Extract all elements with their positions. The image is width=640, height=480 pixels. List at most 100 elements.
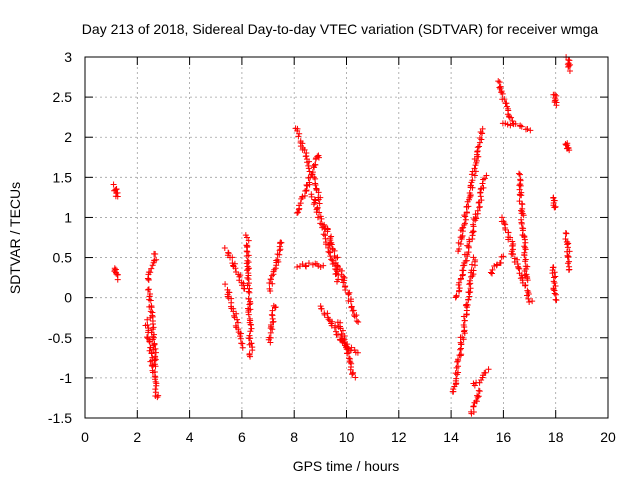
data-point-marker [246, 289, 253, 296]
data-point-marker [466, 238, 473, 245]
series-pass-5b [294, 152, 322, 216]
data-point-marker [266, 280, 273, 287]
data-point-marker [309, 169, 316, 176]
series-pass-5d [308, 191, 342, 285]
data-point-marker [266, 285, 273, 292]
data-point-marker [468, 267, 475, 274]
data-point-marker [566, 258, 573, 265]
data-point-marker [244, 248, 251, 255]
data-point-marker [240, 280, 247, 287]
data-point-marker [245, 311, 252, 318]
data-point-marker [525, 295, 532, 302]
data-point-marker [328, 233, 335, 240]
data-point-marker [316, 200, 323, 207]
data-point-marker [500, 253, 507, 260]
data-point-marker [305, 162, 312, 169]
data-point-marker [146, 293, 153, 300]
data-point-marker [507, 234, 514, 241]
data-point-marker [304, 159, 311, 166]
data-point-marker [471, 165, 478, 172]
data-point-marker [476, 203, 483, 210]
data-point-marker [474, 144, 481, 151]
data-point-marker [552, 203, 559, 210]
data-point-marker [153, 256, 160, 263]
data-point-marker [114, 276, 121, 283]
data-point-marker [502, 224, 509, 231]
data-point-marker [112, 186, 119, 193]
data-point-marker [233, 316, 240, 323]
data-point-marker [154, 394, 161, 401]
data-point-marker [324, 228, 331, 235]
data-point-marker [268, 311, 275, 318]
data-point-marker [471, 382, 478, 389]
data-point-marker [326, 249, 333, 256]
data-point-marker [148, 265, 155, 272]
data-point-marker [147, 308, 154, 315]
data-point-marker [233, 310, 240, 317]
data-point-marker [526, 299, 533, 306]
data-point-marker [504, 121, 511, 128]
data-point-marker [550, 278, 557, 285]
data-point-marker [466, 277, 473, 284]
data-point-marker [338, 330, 345, 337]
data-point-marker [460, 322, 467, 329]
x-tick-label: 6 [238, 429, 246, 445]
series-pass-8c [550, 91, 560, 109]
series-pass-2c [144, 286, 159, 370]
series-pass-3c [242, 232, 256, 360]
data-point-marker [238, 340, 245, 347]
data-point-marker [549, 270, 556, 277]
data-point-marker [305, 165, 312, 172]
data-point-marker [489, 266, 496, 273]
data-point-marker [148, 350, 155, 357]
data-point-marker [243, 253, 250, 260]
data-point-marker [518, 219, 525, 226]
y-axis-ticks: -1.5 -1 -0.5 0 0.5 1 1.5 2 2.5 3 [48, 49, 608, 426]
data-point-marker [155, 392, 162, 399]
data-point-marker [347, 347, 354, 354]
x-axis-label: GPS time / hours [293, 458, 400, 474]
data-point-marker [551, 280, 558, 287]
data-point-marker [461, 317, 468, 324]
data-point-marker [328, 256, 335, 263]
data-point-marker [344, 341, 351, 348]
y-tick-label: 3 [64, 49, 72, 65]
data-point-marker [472, 397, 479, 404]
data-point-marker [515, 265, 522, 272]
data-point-marker [518, 272, 525, 279]
data-point-marker [522, 244, 529, 251]
data-point-marker [268, 323, 275, 330]
y-tick-label: 0 [64, 290, 72, 306]
data-point-marker [278, 239, 285, 246]
y-tick-label: 2 [64, 129, 72, 145]
series-pass-8b [549, 264, 560, 304]
data-point-marker [221, 244, 228, 251]
data-point-marker [479, 125, 486, 132]
data-point-marker [152, 349, 159, 356]
data-point-marker [453, 364, 460, 371]
data-point-marker [340, 273, 347, 280]
data-point-marker [296, 130, 303, 137]
data-point-marker [322, 235, 329, 242]
data-point-marker [332, 271, 339, 278]
data-point-marker [299, 261, 306, 268]
data-point-marker [347, 359, 354, 366]
data-point-marker [459, 225, 466, 232]
data-point-marker [245, 288, 252, 295]
data-point-marker [320, 231, 327, 238]
data-point-marker [347, 366, 354, 373]
data-point-marker [457, 275, 464, 282]
data-point-marker [313, 186, 320, 193]
data-point-marker [237, 333, 244, 340]
data-point-marker [517, 182, 524, 189]
series-pass-7e [508, 248, 536, 306]
data-point-marker [110, 181, 117, 188]
data-point-marker [458, 351, 465, 358]
data-point-marker [462, 213, 469, 220]
y-tick-label: 2.5 [53, 89, 73, 105]
data-point-marker [147, 314, 154, 321]
data-point-marker [565, 64, 572, 71]
data-point-marker [469, 229, 476, 236]
data-point-marker [274, 251, 281, 258]
data-point-marker [463, 301, 470, 308]
